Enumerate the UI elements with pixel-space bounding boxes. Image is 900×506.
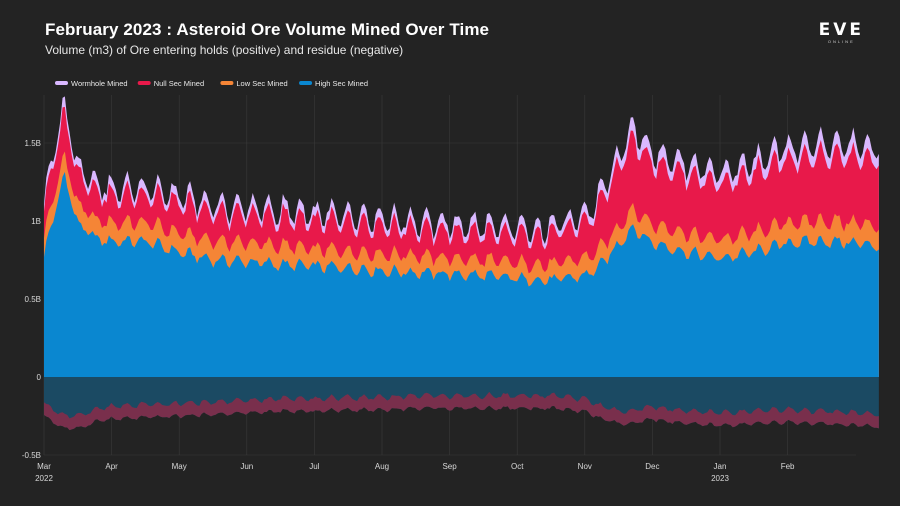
x-tick-sublabel: 2023 [711,474,729,483]
stacked-areas [44,96,879,378]
x-tick-label: Apr [105,462,118,471]
legend-swatch [55,81,68,85]
logo-subtext: ONLINE [827,39,855,44]
eve-online-logo: EVE ONLINE [818,20,864,45]
legend-swatch [220,81,234,85]
legend-label: Low Sec Mined [236,79,287,88]
legend-label: Null Sec Mined [154,79,204,88]
legend-swatch [299,81,313,85]
x-tick-label: Feb [781,462,795,471]
y-tick-label: 0.5B [25,295,41,304]
chart-subtitle: Volume (m3) of Ore entering holds (posit… [45,43,404,57]
x-tick-sublabel: 2022 [35,474,53,483]
residue-areas [44,377,879,431]
x-tick-label: Jul [309,462,319,471]
x-tick-label: Mar [37,462,51,471]
x-tick-label: Jun [240,462,253,471]
y-tick-label: 1B [31,217,41,226]
area-high-sec-mined [44,172,879,377]
x-tick-label: Nov [578,462,592,471]
x-tick-label: Jan [714,462,727,471]
x-tick-label: Sep [442,462,457,471]
legend: Wormhole Mined Null Sec Mined Low Sec Mine… [55,79,368,88]
area-residue-null-sec [44,391,879,431]
y-tick-label: 0 [37,373,42,382]
x-tick-label: Dec [645,462,659,471]
legend-label: High Sec Mined [315,79,368,88]
y-axis: 1.5B 1B 0.5B 0 -0.5B [22,139,42,460]
x-axis: Mar 2022 Apr May Jun Jul Aug Sep Oct Nov Dec Jan 202… [35,462,795,483]
x-tick-label: Aug [375,462,389,471]
x-tick-label: Oct [511,462,524,471]
x-tick-label: May [172,462,187,471]
chart-title: February 2023 : Asteroid Ore Volume Mine… [45,20,490,39]
y-tick-label: 1.5B [25,139,41,148]
y-tick-label: -0.5B [22,451,41,460]
legend-label: Wormhole Mined [71,79,128,88]
logo-text: EVE [818,20,864,40]
legend-swatch [137,81,151,85]
